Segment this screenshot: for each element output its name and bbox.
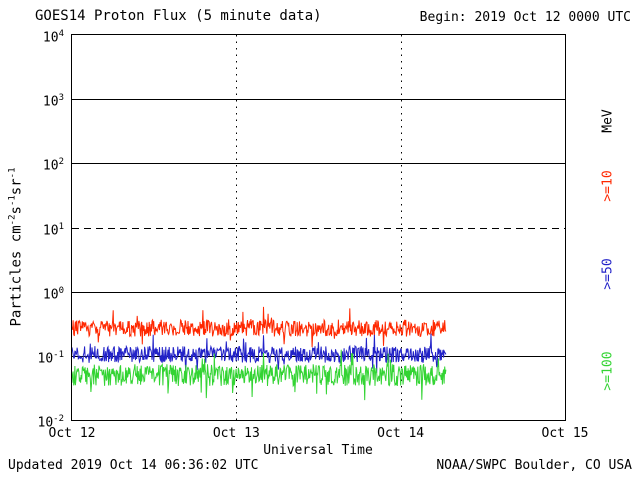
x-tick-label-1: Oct 13 bbox=[212, 426, 260, 441]
y-tick-label-1e2: 102 bbox=[42, 157, 64, 174]
series-line-gte-100-mev bbox=[72, 349, 447, 401]
series-line-gte-50-mev bbox=[72, 333, 447, 374]
y-tick-label-1e0: 100 bbox=[42, 285, 64, 302]
y-tick-label-1e3: 103 bbox=[42, 93, 64, 110]
x-tick-label-3: Oct 15 bbox=[541, 426, 589, 441]
right-axis-unit-label: MeV bbox=[600, 109, 616, 133]
plot-area bbox=[71, 34, 566, 421]
updated-timestamp: Updated 2019 Oct 14 06:36:02 UTC bbox=[8, 458, 259, 473]
x-tick-label-0: Oct 12 bbox=[48, 426, 96, 441]
y-tick-label-1e-2: 10-2 bbox=[37, 414, 65, 431]
plot-svg bbox=[72, 35, 565, 420]
legend-label-gte100: >=100 bbox=[600, 351, 616, 391]
begin-label: Begin: 2019 Oct 12 0000 UTC bbox=[419, 10, 631, 25]
chart-title: GOES14 Proton Flux (5 minute data) bbox=[35, 8, 322, 24]
source-credit: NOAA/SWPC Boulder, CO USA bbox=[436, 458, 632, 473]
y-tick-label-1e4: 104 bbox=[42, 29, 64, 46]
x-tick-label-2: Oct 14 bbox=[377, 426, 425, 441]
x-axis-label: Universal Time bbox=[263, 443, 373, 458]
series-line-gte-10-mev bbox=[72, 306, 447, 348]
y-tick-label-1e1: 101 bbox=[42, 221, 64, 238]
legend-label-gte50: >=50 bbox=[600, 258, 616, 290]
legend-label-gte10: >=10 bbox=[600, 170, 616, 202]
y-tick-label-1e-1: 10-1 bbox=[37, 349, 65, 367]
y-axis-label: Particles cm-2s-1sr-1 bbox=[7, 167, 25, 327]
